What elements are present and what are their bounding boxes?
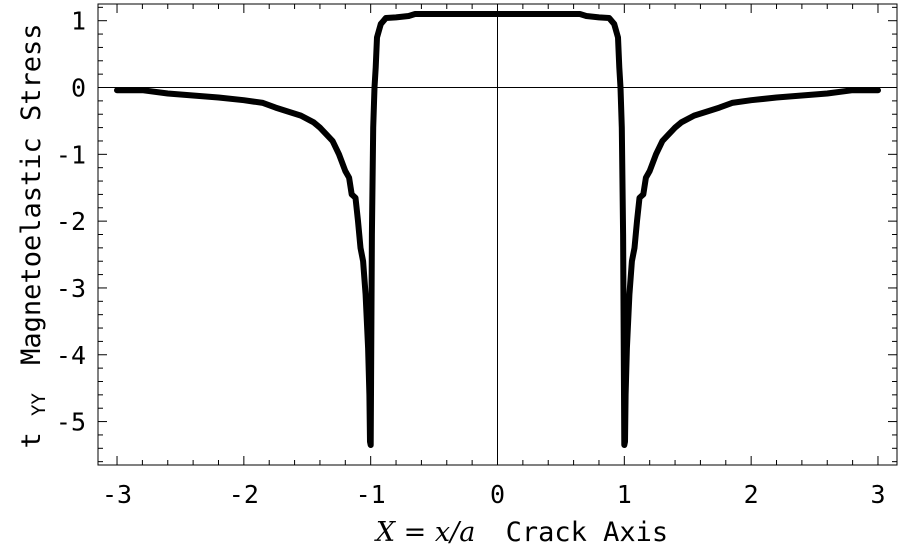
ticks	[98, 4, 897, 465]
x-tick-label: 3	[870, 480, 885, 509]
series-line	[114, 11, 881, 448]
x-tick-label: -1	[356, 480, 386, 509]
y-tick-label: 1	[71, 7, 86, 36]
y-axis-subscript: YY	[28, 393, 50, 416]
y-tick-label: -5	[56, 408, 86, 437]
y-tick-label: -4	[56, 341, 86, 370]
zero-axes	[98, 4, 897, 465]
x-axis-text: Crack Axis	[506, 517, 669, 548]
x-tick-label: -2	[229, 480, 259, 509]
y-axis-text: Magnetoelastic Stress	[16, 23, 47, 364]
series-layer	[114, 11, 881, 448]
x-tick-label: -3	[102, 480, 132, 509]
tick-labels: -3 -2 -1 0 1 2 3 -5 -4 -3 -2 -1 0 1	[56, 7, 886, 509]
y-axis-title: t YY Magnetoelastic Stress	[16, 23, 52, 448]
x-axis-title: X = x/a Crack Axis	[374, 517, 668, 548]
y-tick-label: -2	[56, 207, 86, 236]
x-tick-label: 2	[744, 480, 759, 509]
y-tick-label: -1	[56, 140, 86, 169]
y-tick-label: -3	[56, 274, 86, 303]
x-tick-label: 1	[617, 480, 632, 509]
y-axis-symbol: t	[16, 432, 47, 448]
y-tick-label: 0	[71, 74, 86, 103]
x-axis-math: X = x/a	[374, 517, 475, 548]
x-tick-label: 0	[490, 480, 505, 509]
